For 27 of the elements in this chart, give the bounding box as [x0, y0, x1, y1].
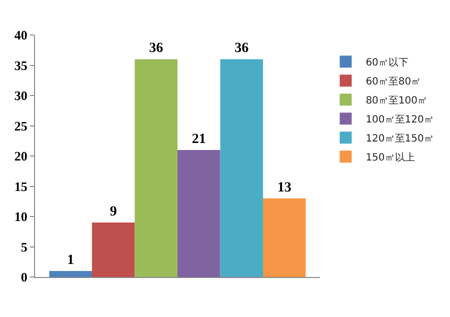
- y-tick-label: 0: [20, 270, 28, 285]
- y-tick-label: 40: [14, 28, 28, 43]
- y-tick-label: 20: [14, 148, 28, 164]
- bar: [134, 59, 178, 277]
- y-tick-label: 15: [14, 178, 28, 194]
- y-tick-label: 30: [14, 88, 28, 104]
- data-label: 36: [149, 41, 164, 56]
- legend-label: 80㎡至100㎡: [366, 96, 428, 106]
- bar: [92, 222, 135, 277]
- y-tick-label: 10: [14, 209, 28, 224]
- legend-label: 100㎡至120㎡: [366, 114, 434, 126]
- y-tick-label: 5: [20, 239, 28, 254]
- y-tick-label: 35: [14, 58, 28, 73]
- data-label: 9: [110, 204, 117, 220]
- bar: [220, 59, 263, 277]
- data-label: 1: [67, 252, 74, 268]
- legend-label: 60㎡至80㎡: [366, 76, 422, 88]
- legend-label: 120㎡至150㎡: [366, 134, 434, 144]
- data-label: 21: [192, 132, 206, 147]
- legend-label: 150㎡以上: [366, 152, 415, 164]
- data-label: 36: [234, 41, 249, 56]
- y-tick-label: 25: [14, 118, 28, 134]
- bar: [49, 270, 92, 277]
- legend-label: 60㎡以下: [366, 56, 408, 68]
- bar: [263, 198, 306, 277]
- data-label: 13: [277, 180, 292, 196]
- bar: [178, 150, 220, 277]
